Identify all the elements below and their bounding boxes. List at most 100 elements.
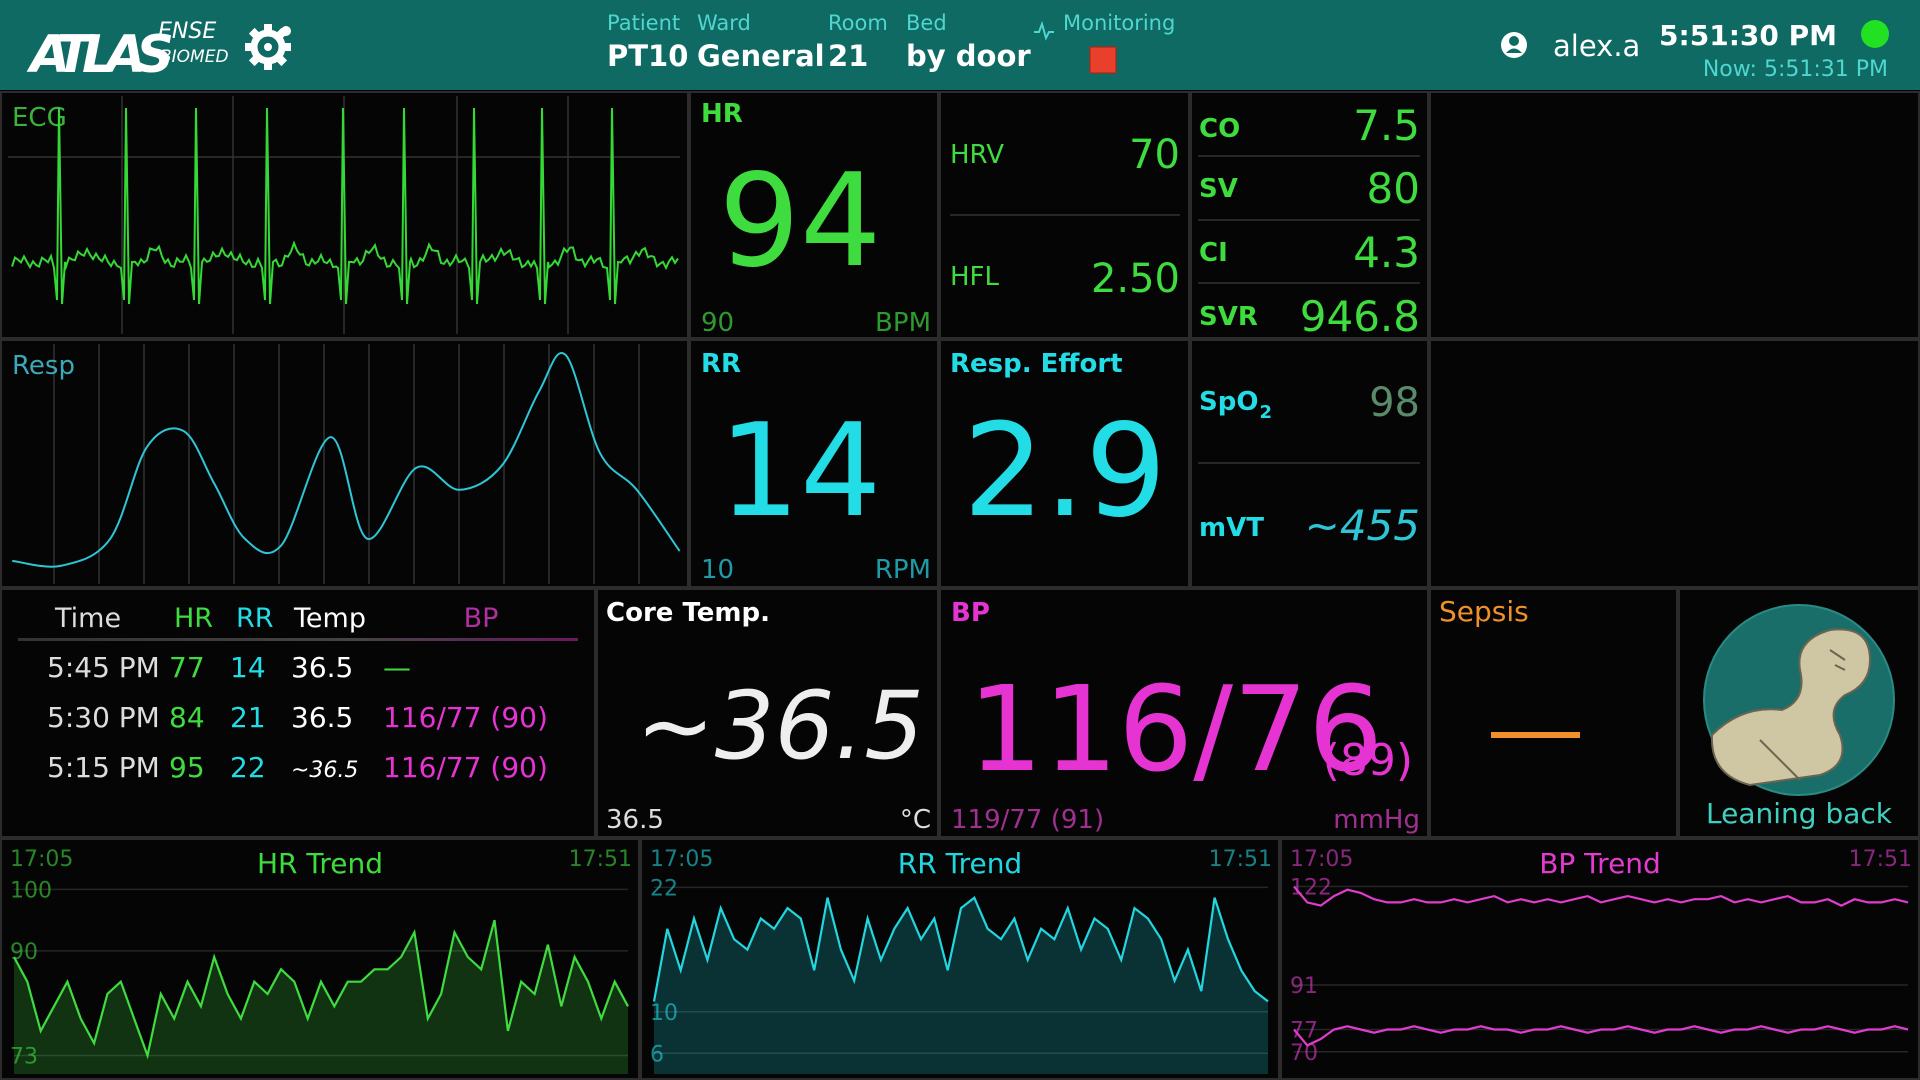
settings-icon[interactable] [245, 24, 291, 70]
x-end-label: 17:51 [1209, 847, 1272, 872]
chart-title: HR Trend [257, 847, 383, 880]
trend-line [1293, 885, 1909, 907]
rr-previous: 10 [701, 555, 734, 585]
chart-title: RR Trend [898, 847, 1022, 880]
ecg-waveform [11, 107, 679, 305]
patient-value: PT10 [607, 39, 688, 73]
spo2-label: SpO [1199, 387, 1258, 417]
user-icon-body [1506, 48, 1522, 53]
table-cell: 77 [169, 651, 205, 684]
table-cell: 5:15 PM [47, 751, 160, 784]
current-time: Now: 5:51:31 PM [1703, 57, 1888, 82]
gear-small [281, 26, 291, 36]
co-value: 7.5 [1353, 101, 1420, 150]
panel-frame [596, 588, 939, 838]
header-bar [0, 0, 1920, 90]
table-header: Time [54, 603, 121, 634]
sepsis-label: Sepsis [1439, 595, 1529, 628]
table-cell: 22 [230, 751, 266, 784]
panel-frame [0, 588, 596, 838]
ci-value: 4.3 [1353, 228, 1420, 277]
table-cell: 36.5 [291, 701, 353, 734]
bp-label: BP [951, 598, 990, 628]
core-temp-label: Core Temp. [606, 598, 770, 628]
table-cell: 116/77 (90) [383, 751, 548, 784]
room-label: Room [828, 11, 888, 35]
ward-value: General [697, 39, 825, 73]
monitoring-label: Monitoring [1063, 11, 1175, 35]
hr-unit: BPM [875, 308, 931, 338]
resp-effort-value: 2.9 [963, 397, 1167, 546]
panel-frame [689, 91, 939, 339]
table-cell: 116/77 (90) [383, 701, 548, 734]
x-end-label: 17:51 [569, 847, 632, 872]
room-value: 21 [828, 39, 868, 73]
posture-figure-lines [1759, 649, 1846, 781]
panel-frame [1429, 339, 1920, 588]
table-cell: 21 [230, 701, 266, 734]
user-name: alex.a [1553, 29, 1640, 63]
panel-frame [939, 339, 1190, 588]
x-start-label: 17:05 [10, 847, 73, 872]
table-header: RR [236, 603, 274, 634]
panel-frame [939, 588, 1429, 838]
patient-label: Patient [607, 11, 680, 35]
hfl-value: 2.50 [1091, 256, 1180, 302]
bp-mean: (89) [1323, 735, 1413, 786]
table-header: HR [174, 603, 213, 634]
posture-label: Leaning back [1706, 797, 1893, 830]
bed-value: by door [906, 39, 1031, 73]
bp-previous: 119/77 (91) [951, 805, 1104, 835]
hr-previous: 90 [701, 308, 734, 338]
rr-unit: RPM [875, 555, 931, 585]
table-cell: 95 [169, 751, 205, 784]
table-cell: 5:30 PM [47, 701, 160, 734]
panel-frame [1190, 91, 1429, 339]
chart-title: BP Trend [1539, 847, 1661, 880]
panel-frame [0, 339, 689, 588]
co-label: CO [1199, 114, 1240, 144]
core-temp-previous: 36.5 [606, 805, 664, 835]
panel-frame [1190, 339, 1429, 588]
y-tick-label: 90 [10, 940, 38, 965]
table-header: Temp [293, 603, 366, 634]
table-header-rule [18, 638, 578, 641]
svr-value: 946.8 [1300, 292, 1420, 341]
panel-frame [0, 838, 640, 1080]
panel-frame [689, 339, 939, 588]
panel-frame [1280, 838, 1920, 1080]
bed-label: Bed [906, 11, 947, 35]
bp-value: 116/76 [968, 660, 1383, 798]
rr-label: RR [701, 349, 741, 379]
bp-unit: mmHg [1333, 805, 1420, 835]
trend-line [13, 919, 629, 1060]
table-cell: 84 [169, 701, 205, 734]
svr-label: SVR [1199, 302, 1258, 332]
trend-line [1293, 1025, 1909, 1047]
monitoring-icon [1034, 20, 1054, 41]
x-end-label: 17:51 [1849, 847, 1912, 872]
table-cell: ~36.5 [291, 758, 358, 783]
trend-area [14, 920, 628, 1074]
panel-frame [640, 838, 1280, 1080]
record-indicator[interactable] [1089, 46, 1117, 74]
sepsis-dash [1491, 732, 1580, 738]
user-icon[interactable] [1501, 32, 1527, 58]
status-dot [1861, 20, 1889, 48]
mvt-value: ~455 [1305, 501, 1420, 550]
hr-value: 94 [719, 147, 882, 296]
sv-value: 80 [1367, 164, 1420, 213]
hrv-value: 70 [1129, 132, 1180, 178]
core-temp-value: ~36.5 [636, 672, 924, 781]
ecg-label: ECG [12, 103, 67, 133]
resp-label: Resp [12, 351, 75, 381]
gear-hub [264, 43, 272, 51]
user-icon-head [1509, 36, 1519, 46]
clock: 5:51:30 PM [1659, 19, 1837, 52]
y-tick-label: 100 [10, 878, 52, 903]
hrv-label: HRV [950, 140, 1004, 170]
hr-label: HR [701, 99, 743, 129]
posture-figure [1710, 628, 1872, 787]
